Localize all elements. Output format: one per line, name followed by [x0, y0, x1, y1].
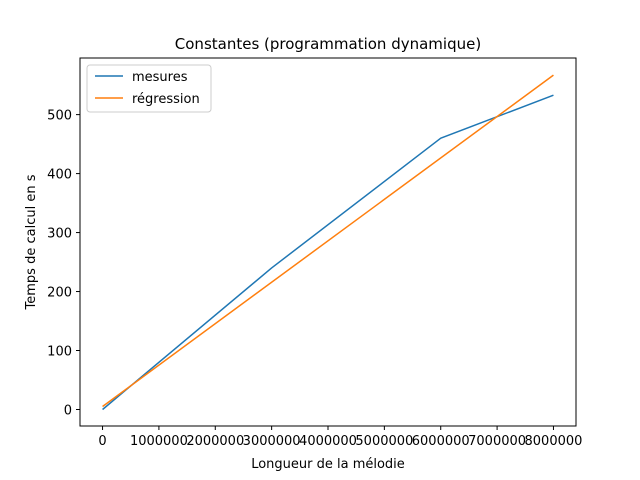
legend: mesures régression	[86, 64, 212, 113]
y-tick-label: 500	[47, 109, 72, 124]
y-axis-label: Temps de calcul en s	[24, 174, 39, 310]
y-tick-label: 200	[47, 286, 72, 301]
x-tick-label: 5000000	[355, 434, 413, 449]
legend-label-mesures: mesures	[132, 70, 188, 85]
y-axis: 0 100 200 300 400 500	[47, 109, 80, 418]
x-tick-label: 4000000	[299, 434, 357, 449]
chart-title: Constantes (programmation dynamique)	[175, 35, 481, 53]
series-line-regression	[102, 74, 554, 408]
x-tick-label: 1000000	[130, 434, 188, 449]
x-tick-label: 2000000	[186, 434, 244, 449]
x-tick-label: 6000000	[412, 434, 470, 449]
x-tick-label: 3000000	[243, 434, 301, 449]
y-tick-label: 0	[64, 403, 72, 418]
x-axis-label: Longueur de la mélodie	[251, 457, 405, 472]
x-tick-label: 7000000	[468, 434, 526, 449]
x-tick-label: 8000000	[525, 434, 583, 449]
x-tick-label: 0	[98, 434, 106, 449]
y-tick-label: 100	[47, 345, 72, 360]
y-tick-label: 300	[47, 227, 72, 242]
legend-label-regression: régression	[132, 92, 200, 107]
x-axis: 0 100000020000003000000400000050000006000…	[98, 426, 582, 449]
series-layer	[102, 74, 554, 411]
y-tick-label: 400	[47, 168, 72, 183]
